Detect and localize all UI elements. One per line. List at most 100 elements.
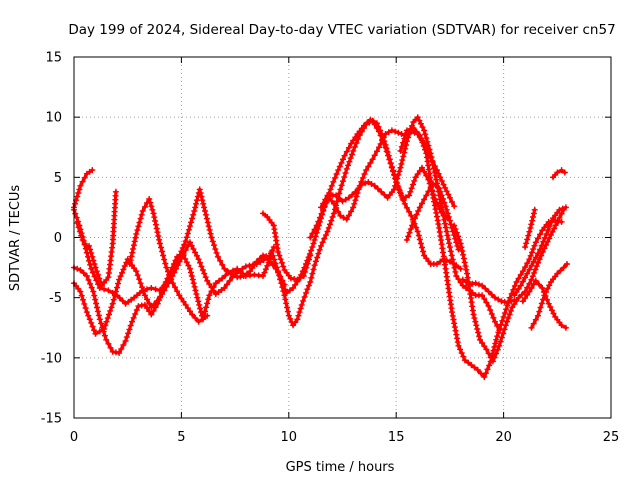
data-point — [528, 262, 535, 269]
data-point — [403, 236, 410, 243]
data-point — [551, 225, 558, 232]
data-point — [455, 233, 462, 240]
data-point — [410, 181, 416, 188]
data-point — [151, 301, 158, 308]
data-point — [118, 346, 125, 352]
data-point — [150, 307, 157, 314]
data-point — [158, 244, 164, 251]
data-point — [495, 329, 502, 336]
data-point — [558, 167, 565, 174]
data-point — [468, 362, 475, 369]
data-point — [96, 275, 103, 282]
data-point — [253, 261, 260, 267]
data-point — [437, 258, 444, 265]
data-point — [519, 298, 526, 305]
data-point — [273, 264, 280, 271]
data-point — [133, 307, 140, 313]
data-point — [133, 268, 140, 275]
data-point — [350, 147, 357, 154]
data-point — [368, 181, 375, 187]
data-point — [507, 294, 513, 301]
data-point — [162, 260, 169, 267]
data-point — [365, 163, 372, 170]
data-point — [524, 260, 531, 267]
data-point — [373, 120, 380, 127]
data-point — [530, 246, 537, 253]
data-point — [107, 307, 114, 314]
data-point — [78, 292, 85, 299]
data-point — [201, 312, 207, 319]
data-point — [111, 292, 118, 299]
data-point — [76, 186, 83, 193]
data-point — [528, 324, 535, 331]
data-point — [320, 200, 327, 207]
data-point — [189, 215, 196, 222]
data-point — [115, 280, 121, 287]
data-point — [182, 301, 189, 308]
data-point — [519, 268, 526, 275]
data-point — [419, 200, 425, 207]
data-point — [491, 354, 498, 361]
data-point — [423, 192, 430, 199]
data-point — [282, 296, 289, 303]
data-point — [110, 296, 117, 303]
data-point — [420, 143, 427, 149]
data-point — [441, 216, 448, 223]
data-point — [443, 206, 450, 213]
data-point — [204, 300, 211, 307]
data-point — [86, 316, 93, 323]
data-point — [473, 322, 480, 329]
data-point — [168, 276, 175, 283]
data-point — [221, 285, 228, 291]
data-point — [489, 358, 496, 365]
data-point — [225, 269, 232, 276]
data-point — [81, 240, 88, 247]
data-point — [314, 254, 321, 261]
data-point — [442, 224, 449, 231]
data-point — [250, 261, 256, 268]
data-point — [517, 271, 524, 278]
data-point — [373, 148, 380, 155]
data-point — [182, 247, 189, 254]
data-point — [384, 149, 391, 156]
data-point — [532, 254, 539, 261]
data-point — [129, 249, 136, 256]
data-point — [83, 273, 90, 279]
data-point — [194, 197, 200, 204]
data-point — [192, 287, 199, 294]
series-track-14 — [403, 180, 462, 253]
series-track-1 — [71, 167, 96, 211]
data-point — [438, 192, 445, 199]
series-line — [270, 119, 463, 327]
data-point — [537, 246, 544, 253]
data-point — [83, 244, 90, 251]
data-point — [485, 288, 492, 295]
data-point — [365, 179, 372, 186]
data-point — [199, 267, 206, 273]
data-point — [72, 200, 79, 207]
data-point — [121, 263, 128, 269]
data-point — [262, 266, 269, 273]
data-point — [415, 232, 422, 239]
data-point — [325, 224, 332, 231]
data-point — [185, 226, 192, 233]
data-point — [336, 163, 343, 170]
data-point — [307, 234, 314, 241]
data-point — [92, 296, 99, 303]
data-point — [139, 208, 146, 214]
data-point — [195, 298, 202, 305]
chart-title: Day 199 of 2024, Sidereal Day-to-day VTE… — [68, 22, 615, 38]
data-point — [433, 176, 440, 183]
data-point — [340, 214, 347, 221]
data-point — [517, 282, 524, 289]
data-point — [460, 353, 467, 360]
data-point — [459, 276, 466, 283]
data-point — [411, 177, 418, 184]
data-point — [77, 182, 84, 189]
data-point — [80, 296, 86, 303]
data-point — [212, 280, 219, 287]
data-point — [336, 195, 343, 202]
data-point — [216, 277, 222, 284]
data-point — [193, 291, 200, 298]
data-point — [531, 269, 538, 276]
